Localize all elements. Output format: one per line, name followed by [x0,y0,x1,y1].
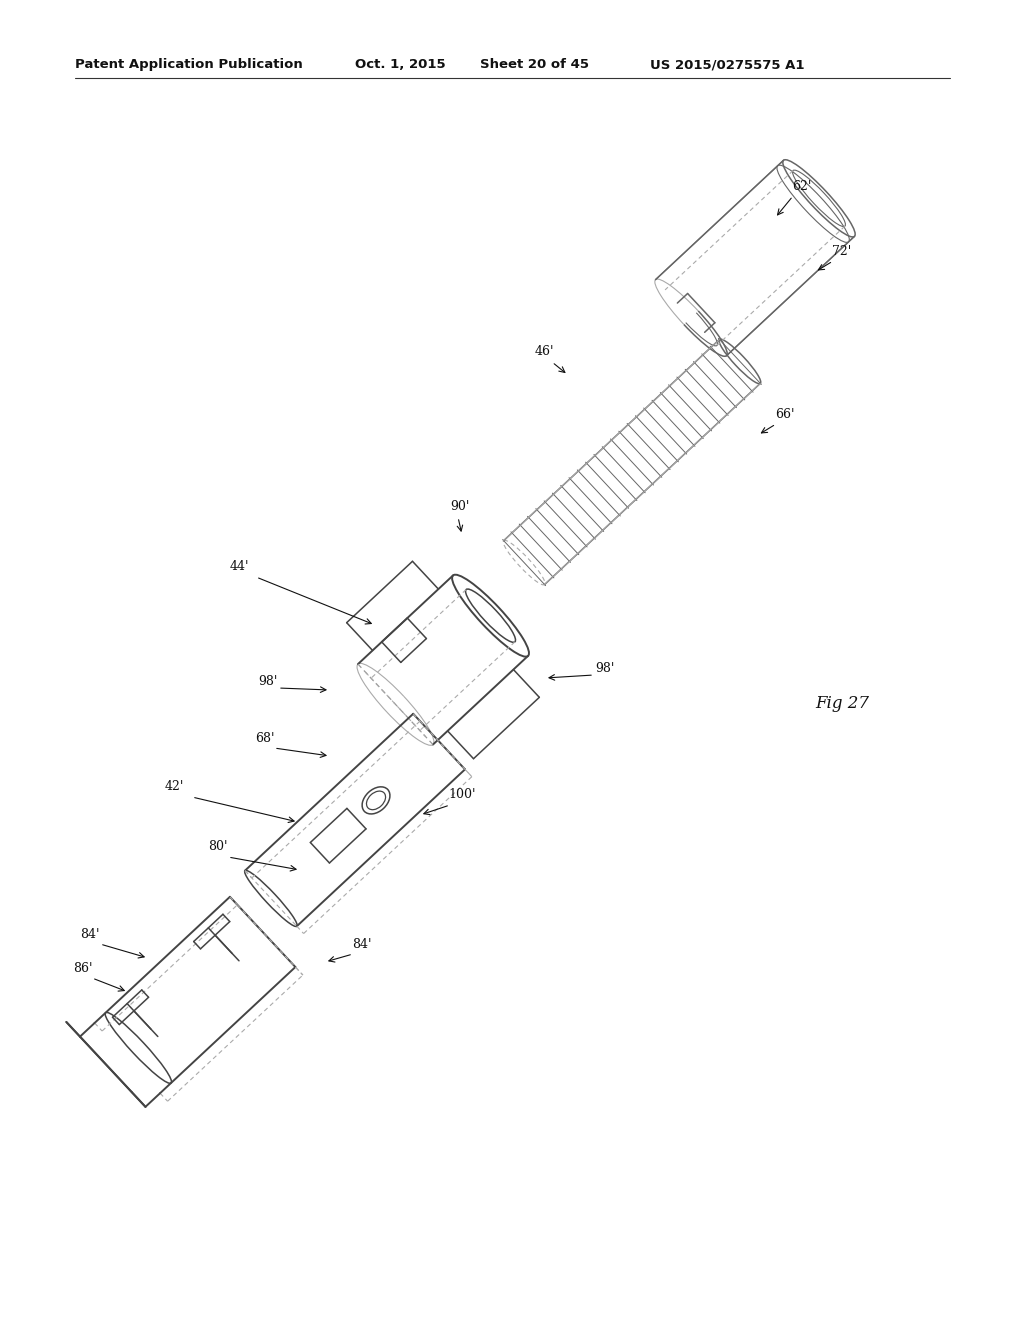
Text: Sheet 20 of 45: Sheet 20 of 45 [480,58,589,71]
Text: 86': 86' [73,962,92,975]
Text: Oct. 1, 2015: Oct. 1, 2015 [355,58,445,71]
Text: 98': 98' [258,675,278,688]
Text: 66': 66' [775,408,795,421]
Text: Patent Application Publication: Patent Application Publication [75,58,303,71]
Text: 84': 84' [352,939,372,950]
Text: 44': 44' [230,560,250,573]
Text: 84': 84' [80,928,99,941]
Text: 62': 62' [792,180,811,193]
Text: 42': 42' [165,780,184,793]
Text: Fig 27: Fig 27 [815,696,869,711]
Text: 68': 68' [255,733,274,744]
Text: 46': 46' [535,345,555,358]
Text: 80': 80' [208,840,227,853]
Text: 90': 90' [450,500,469,513]
Text: 98': 98' [595,663,614,675]
Text: 100': 100' [449,788,475,801]
Text: US 2015/0275575 A1: US 2015/0275575 A1 [650,58,805,71]
Text: 72': 72' [831,246,851,257]
